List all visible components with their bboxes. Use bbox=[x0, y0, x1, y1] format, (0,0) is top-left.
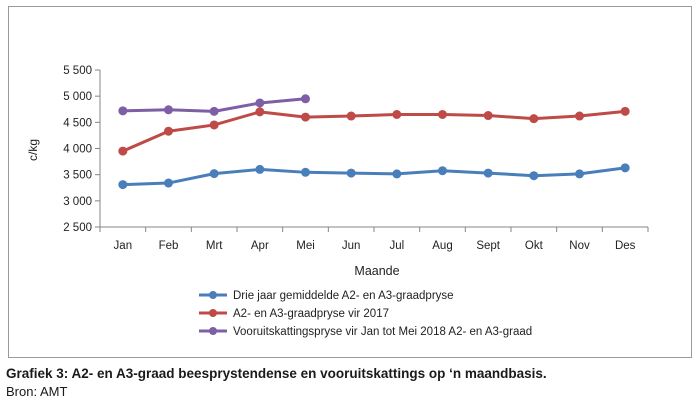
chart-axes bbox=[95, 69, 649, 232]
data-point bbox=[164, 126, 173, 136]
y-tick-label: 5 000 bbox=[63, 91, 92, 103]
data-point bbox=[164, 105, 173, 115]
data-point bbox=[209, 169, 219, 179]
legend-label: Drie jaar gemiddelde A2- en A3-graadprys… bbox=[233, 290, 454, 302]
x-tick-label: Aug bbox=[432, 240, 452, 252]
figure-source: Bron: AMT bbox=[6, 384, 68, 399]
data-point bbox=[392, 109, 402, 119]
data-point bbox=[255, 164, 265, 174]
data-point bbox=[118, 146, 128, 156]
y-tick-label: 3 000 bbox=[63, 196, 92, 208]
data-point bbox=[529, 171, 539, 181]
legend-marker bbox=[209, 309, 217, 317]
data-point bbox=[118, 106, 128, 116]
x-tick-label: Okt bbox=[525, 240, 544, 252]
legend-label: Vooruitskattingspryse vir Jan tot Mei 20… bbox=[233, 326, 532, 338]
data-point bbox=[301, 112, 310, 122]
data-point bbox=[346, 111, 356, 121]
chart-frame: 2 500 3 000 3 500 4 000 4 500 5 000 5 500 Jan F… bbox=[8, 6, 692, 358]
data-point bbox=[209, 106, 219, 116]
series-line bbox=[122, 109, 626, 153]
data-point bbox=[301, 167, 310, 177]
data-point bbox=[575, 111, 584, 121]
y-axis-label: c/kg bbox=[26, 139, 40, 161]
figure-caption: Grafiek 3: A2- en A3-graad beesprystende… bbox=[6, 366, 547, 381]
data-point bbox=[620, 106, 630, 116]
series-3 bbox=[118, 94, 310, 116]
x-tick-label: Jul bbox=[389, 240, 404, 252]
data-point bbox=[438, 166, 447, 176]
series-group bbox=[118, 94, 630, 190]
y-tick-label: 4 500 bbox=[63, 117, 92, 129]
data-point bbox=[209, 120, 219, 130]
data-point bbox=[164, 178, 173, 188]
data-point bbox=[346, 168, 356, 178]
x-tick-label: Jun bbox=[342, 240, 361, 252]
x-tick-label: Mrt bbox=[206, 240, 223, 252]
legend: Drie jaar gemiddelde A2- en A3-graadprys… bbox=[199, 290, 532, 338]
x-tick-label: Feb bbox=[159, 240, 179, 252]
data-point bbox=[255, 98, 265, 108]
series-line bbox=[122, 166, 626, 187]
data-point bbox=[438, 109, 447, 119]
y-tick-label: 3 500 bbox=[63, 170, 92, 182]
data-point bbox=[529, 114, 539, 124]
x-tick-label: Sept bbox=[476, 240, 500, 252]
legend-marker bbox=[209, 327, 217, 335]
data-point bbox=[483, 111, 493, 121]
y-tick-labels: 2 500 3 000 3 500 4 000 4 500 5 000 5 500 bbox=[63, 65, 92, 234]
data-point bbox=[255, 107, 265, 117]
y-tick-label: 2 500 bbox=[63, 222, 92, 234]
series-1 bbox=[118, 163, 630, 190]
x-tick-label: Jan bbox=[114, 240, 133, 252]
data-point bbox=[483, 168, 493, 178]
line-chart: 2 500 3 000 3 500 4 000 4 500 5 000 5 500 Jan F… bbox=[26, 65, 649, 338]
series-2 bbox=[118, 106, 630, 156]
x-tick-label: Nov bbox=[569, 240, 590, 252]
y-tick-label: 5 500 bbox=[63, 65, 92, 77]
x-tick-label: Mei bbox=[296, 240, 315, 252]
x-tick-label: Apr bbox=[251, 240, 269, 252]
data-point bbox=[118, 180, 128, 190]
x-tick-label: Des bbox=[615, 240, 636, 252]
x-axis-label: Maande bbox=[354, 264, 399, 278]
legend-label: A2- en A3-graadpryse vir 2017 bbox=[233, 308, 389, 320]
x-tick-labels: Jan Feb Mrt Apr Mei Jun Jul Aug Sept Okt Nov Des bbox=[114, 240, 636, 252]
legend-marker bbox=[209, 291, 217, 299]
data-point bbox=[620, 163, 630, 173]
data-point bbox=[301, 94, 310, 104]
y-tick-label: 4 000 bbox=[63, 144, 92, 156]
data-point bbox=[392, 169, 402, 179]
data-point bbox=[575, 169, 584, 179]
